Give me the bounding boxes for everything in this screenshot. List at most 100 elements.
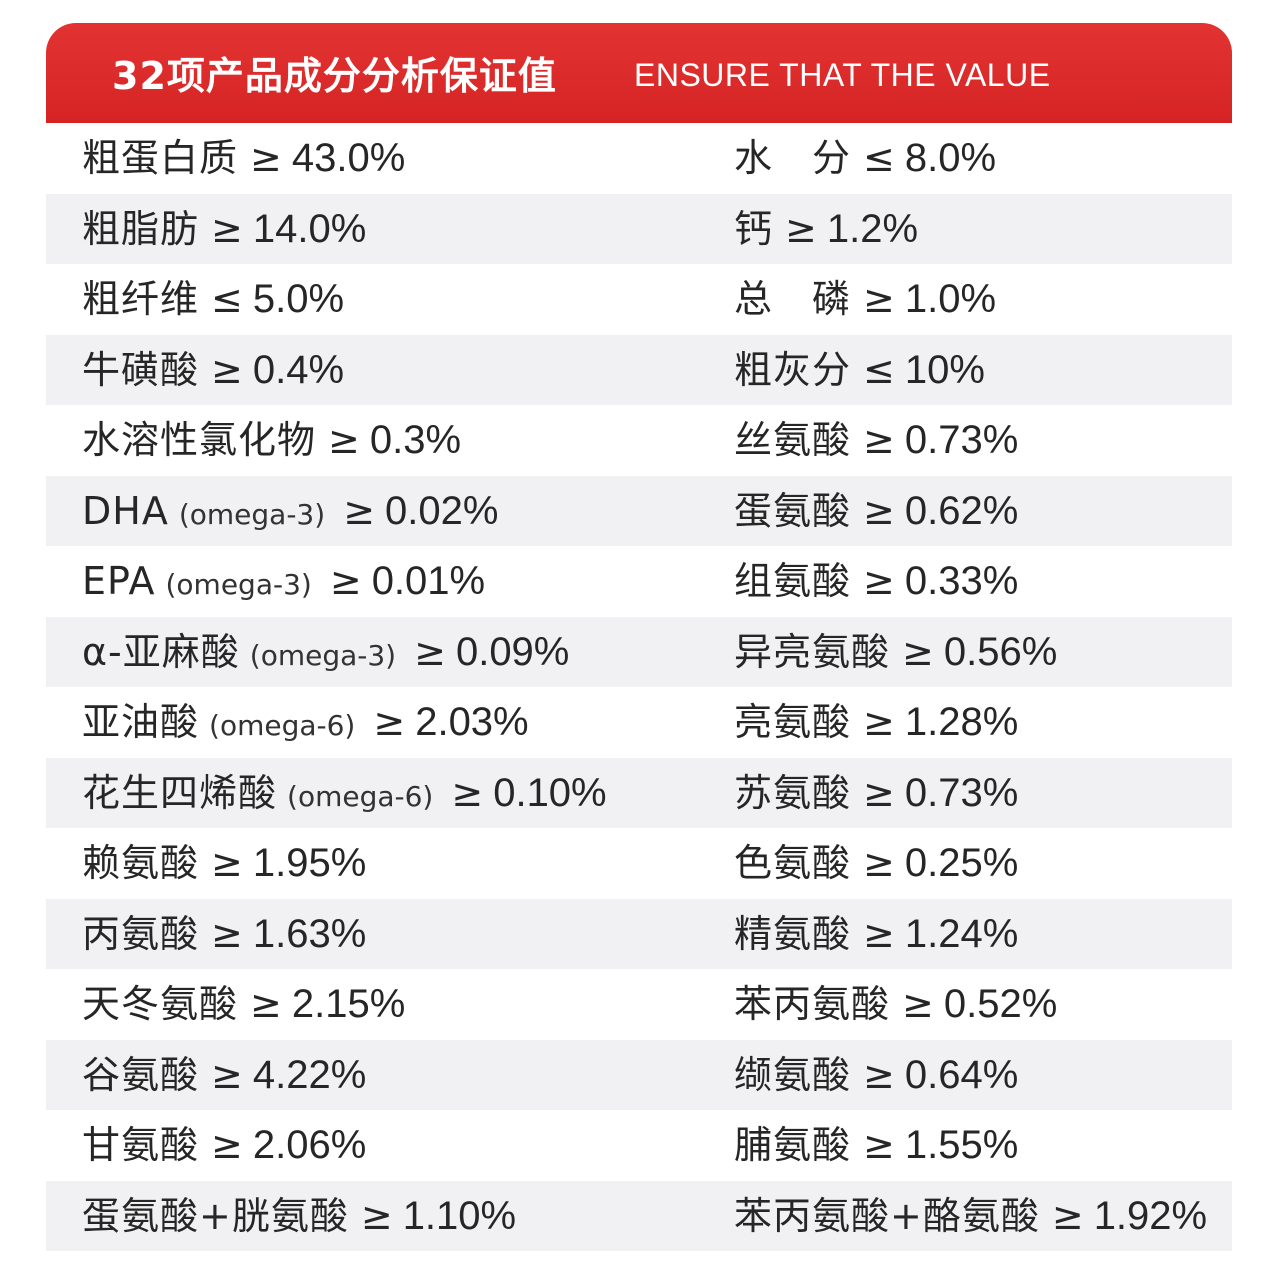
- table-row: 天冬氨酸 ≥2.15% 苯丙氨酸 ≥0.52%: [46, 969, 1232, 1040]
- comparison-operator: ≥: [329, 559, 362, 604]
- ingredient-cell-right: 脯氨酸 ≥1.55%: [734, 1125, 1018, 1165]
- comparison-operator: ≥: [863, 1123, 895, 1168]
- comparison-operator: ≥: [863, 277, 895, 322]
- ingredient-cell-right: 苯丙氨酸 ≥0.52%: [734, 984, 1057, 1024]
- ingredient-name: 异亮氨酸: [734, 629, 891, 674]
- ingredient-value: 10%: [904, 347, 985, 392]
- ingredient-value: 1.95%: [252, 841, 367, 886]
- ingredient-name: 脯氨酸: [734, 1123, 852, 1168]
- ingredient-value: 2.03%: [415, 700, 529, 745]
- ingredient-value: 43.0%: [291, 136, 406, 181]
- ingredient-value: 0.25%: [904, 841, 1019, 886]
- comparison-operator: ≥: [902, 982, 934, 1027]
- ingredient-value: 1.24%: [904, 911, 1019, 956]
- table-row: 丙氨酸 ≥1.63% 精氨酸 ≥1.24%: [46, 898, 1232, 969]
- table-row: 粗脂肪 ≥14.0% 钙 ≥1.2%: [46, 193, 1232, 264]
- ingredient-value: 0.56%: [943, 629, 1058, 674]
- ingredient-name: 水 分: [734, 136, 852, 181]
- ingredient-name: 粗蛋白质: [82, 136, 239, 181]
- table-row: 亚油酸 (omega-6) ≥2.03% 亮氨酸 ≥1.28%: [46, 687, 1232, 758]
- comparison-operator: ≥: [451, 770, 484, 815]
- ingredient-name: 甘氨酸: [82, 1123, 200, 1168]
- comparison-operator: ≥: [211, 206, 243, 251]
- ingredient-value: 5.0%: [252, 277, 345, 322]
- ingredient-value: 0.4%: [252, 347, 345, 392]
- ingredient-name: 组氨酸: [734, 559, 852, 604]
- comparison-operator: ≥: [211, 1052, 243, 1097]
- comparison-operator: ≥: [250, 136, 282, 181]
- comparison-operator: ≥: [211, 841, 243, 886]
- comparison-operator: ≥: [863, 1052, 895, 1097]
- table-row: 粗纤维 ≤5.0% 总 磷 ≥1.0%: [46, 264, 1232, 335]
- ingredient-cell-right: 总 磷 ≥1.0%: [734, 279, 996, 319]
- ingredient-value: 8.0%: [904, 136, 997, 181]
- ingredient-value: 0.73%: [904, 418, 1019, 463]
- ingredient-note: (omega-6): [287, 779, 434, 813]
- ingredient-value: 1.0%: [904, 277, 997, 322]
- comparison-operator: ≥: [328, 418, 360, 463]
- ingredient-cell-right: 精氨酸 ≥1.24%: [734, 914, 1018, 954]
- comparison-operator: ≥: [211, 1123, 243, 1168]
- ingredient-value: 1.2%: [826, 206, 919, 251]
- ingredient-value: 1.28%: [904, 700, 1019, 745]
- ingredient-cell-right: 水 分 ≤8.0%: [734, 138, 996, 178]
- table-row: 赖氨酸 ≥1.95% 色氨酸 ≥0.25%: [46, 828, 1232, 899]
- comparison-operator: ≥: [863, 700, 895, 745]
- comparison-operator: ≥: [360, 1193, 393, 1238]
- ingredient-cell-right: 丝氨酸 ≥0.73%: [734, 420, 1018, 460]
- ingredient-analysis-card: 32项产品成分分析保证值 ENSURE THAT THE VALUE 粗蛋白质 ≥…: [46, 23, 1232, 1253]
- ingredient-name: 粗纤维: [82, 277, 200, 322]
- ingredient-cell-left: DHA (omega-3) ≥0.02%: [82, 491, 498, 531]
- ingredient-value: 2.06%: [252, 1123, 367, 1168]
- comparison-operator: ≥: [1051, 1193, 1084, 1238]
- ingredient-name: 苯丙氨酸+酪氨酸: [734, 1193, 1040, 1238]
- ingredient-cell-right: 异亮氨酸 ≥0.56%: [734, 632, 1057, 672]
- ingredient-cell-right: 钙 ≥1.2%: [734, 209, 918, 249]
- ingredient-value: 0.33%: [904, 559, 1019, 604]
- ingredient-value: 1.92%: [1093, 1193, 1208, 1238]
- comparison-operator: ≥: [211, 347, 243, 392]
- table-row: EPA (omega-3) ≥0.01% 组氨酸 ≥0.33%: [46, 546, 1232, 617]
- ingredient-cell-left: 花生四烯酸 (omega-6) ≥0.10%: [82, 773, 607, 813]
- table-row: DHA (omega-3) ≥0.02% 蛋氨酸 ≥0.62%: [46, 475, 1232, 546]
- ingredient-value: 0.01%: [371, 559, 486, 604]
- ingredient-name: 水溶性氯化物: [82, 418, 317, 463]
- ingredient-cell-left: 牛磺酸 ≥0.4%: [82, 350, 344, 390]
- ingredient-name: EPA: [82, 559, 156, 604]
- ingredient-name: 丝氨酸: [734, 418, 852, 463]
- ingredient-value: 14.0%: [252, 206, 367, 251]
- table-row: 水溶性氯化物 ≥0.3% 丝氨酸 ≥0.73%: [46, 405, 1232, 476]
- ingredient-name: 缬氨酸: [734, 1052, 852, 1097]
- ingredient-name: α-亚麻酸: [82, 629, 240, 674]
- ingredient-name: 总 磷: [734, 277, 852, 322]
- ingredient-note: (omega-3): [178, 497, 326, 531]
- ingredient-note: (omega-6): [209, 709, 356, 743]
- card-header: 32项产品成分分析保证值 ENSURE THAT THE VALUE: [46, 23, 1232, 123]
- ingredient-name: 亮氨酸: [734, 700, 852, 745]
- ingredient-name: 蛋氨酸+胱氨酸: [82, 1193, 349, 1238]
- ingredient-value: 0.10%: [493, 770, 607, 815]
- ingredient-cell-left: 蛋氨酸+胱氨酸 ≥1.10%: [82, 1196, 516, 1236]
- ingredient-name: 亚油酸: [82, 700, 200, 745]
- ingredient-cell-left: 粗纤维 ≤5.0%: [82, 279, 344, 319]
- ingredient-cell-left: 丙氨酸 ≥1.63%: [82, 914, 366, 954]
- comparison-operator: ≥: [902, 629, 934, 674]
- comparison-operator: ≥: [863, 488, 895, 533]
- comparison-operator: ≥: [863, 911, 895, 956]
- ingredient-name: 色氨酸: [734, 841, 852, 886]
- ingredient-name: 精氨酸: [734, 911, 852, 956]
- ingredient-cell-left: 谷氨酸 ≥4.22%: [82, 1055, 366, 1095]
- comparison-operator: ≥: [343, 488, 376, 533]
- ingredient-value: 0.62%: [904, 488, 1019, 533]
- ingredient-cell-left: 粗脂肪 ≥14.0%: [82, 209, 366, 249]
- table-row: 牛磺酸 ≥0.4% 粗灰分 ≤10%: [46, 334, 1232, 405]
- ingredient-cell-left: 甘氨酸 ≥2.06%: [82, 1125, 366, 1165]
- ingredient-value: 0.64%: [904, 1052, 1019, 1097]
- comparison-operator: ≥: [785, 206, 817, 251]
- ingredient-name: 苏氨酸: [734, 770, 852, 815]
- table-row: 蛋氨酸+胱氨酸 ≥1.10% 苯丙氨酸+酪氨酸 ≥1.92%: [46, 1180, 1232, 1251]
- comparison-operator: ≥: [250, 982, 282, 1027]
- table-row: α-亚麻酸 (omega-3) ≥0.09% 异亮氨酸 ≥0.56%: [46, 616, 1232, 687]
- ingredient-name: 粗灰分: [734, 347, 852, 392]
- ingredient-name: 蛋氨酸: [734, 488, 852, 533]
